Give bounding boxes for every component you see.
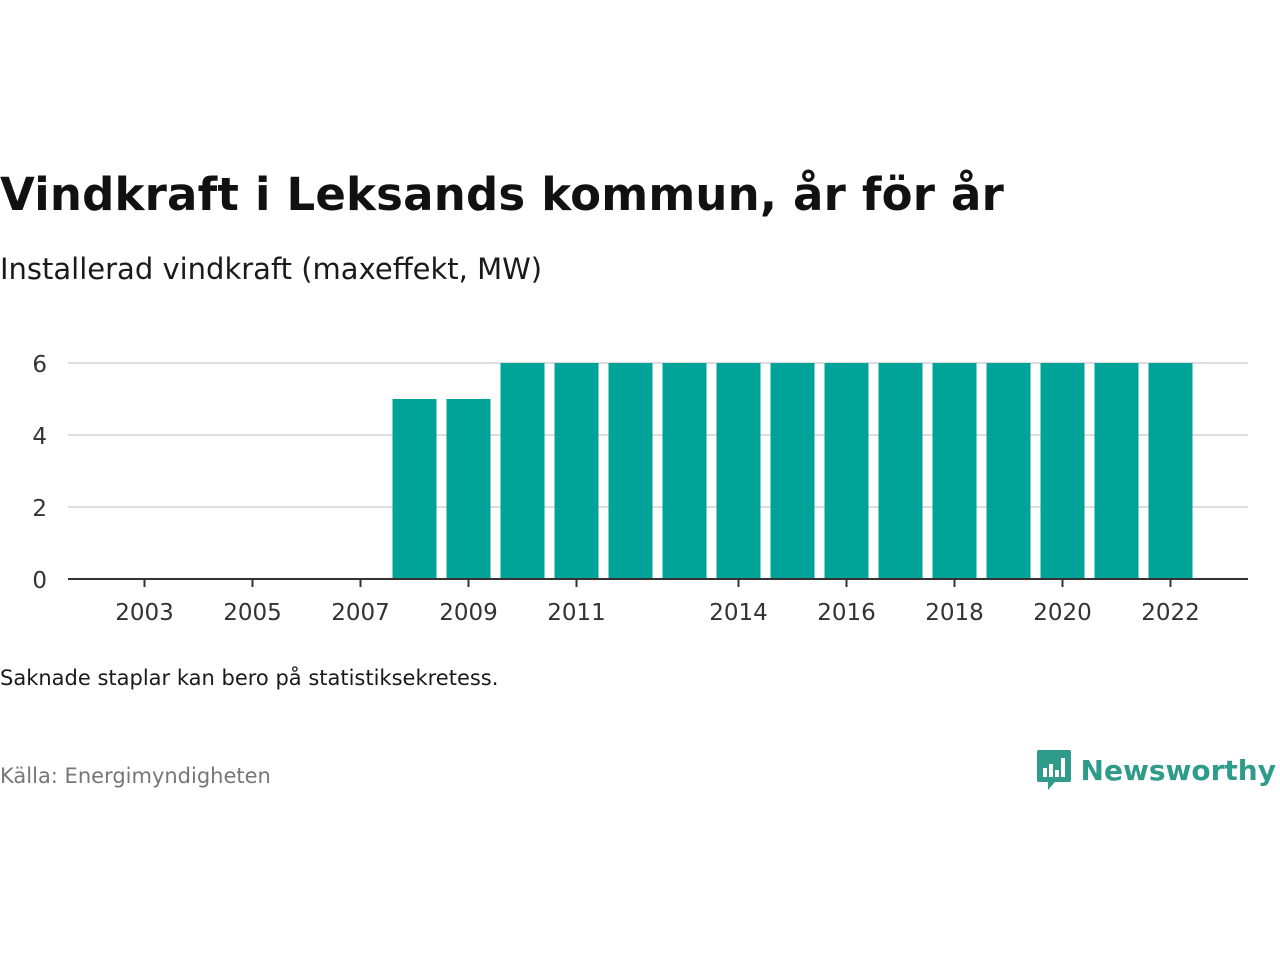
brand-logo[interactable]: Newsworthy bbox=[1035, 748, 1276, 792]
chart-subtitle: Installerad vindkraft (maxeffekt, MW) bbox=[0, 252, 543, 286]
y-tick-label-0: 0 bbox=[32, 568, 47, 594]
x-tick-label-2005: 2005 bbox=[223, 600, 282, 626]
bar-2021[interactable] bbox=[1094, 363, 1139, 579]
bar-2010[interactable] bbox=[500, 363, 545, 579]
y-tick-label-4: 4 bbox=[32, 424, 47, 450]
bar-2012[interactable] bbox=[608, 363, 653, 579]
bar-2016[interactable] bbox=[824, 363, 869, 579]
bar-chart-speech-bubble-icon bbox=[1036, 750, 1071, 790]
x-tick-label-2009: 2009 bbox=[439, 600, 498, 626]
y-tick-label-6: 6 bbox=[32, 352, 47, 378]
y-tick-label-2: 2 bbox=[32, 496, 47, 522]
axes: 0 2 4 6 2003 2005 2007 2009 2011 2014 2016 2018 2020… bbox=[32, 352, 1248, 626]
chart-title: Vindkraft i Leksands kommun, år för år bbox=[0, 168, 1004, 221]
bar-2020[interactable] bbox=[1040, 363, 1085, 579]
x-tick-label-2007: 2007 bbox=[331, 600, 390, 626]
x-tick-label-2018: 2018 bbox=[925, 600, 984, 626]
x-tick-label-2022: 2022 bbox=[1141, 600, 1200, 626]
x-tick-label-2020: 2020 bbox=[1033, 600, 1092, 626]
brand-name: Newsworthy bbox=[1080, 753, 1276, 787]
x-tick-label-2011: 2011 bbox=[547, 600, 606, 626]
bar-2011[interactable] bbox=[554, 363, 599, 579]
x-tick-label-2014: 2014 bbox=[709, 600, 768, 626]
bar-chart: 0 2 4 6 2003 2005 2007 2009 2011 2014 2016 2018 2020… bbox=[32, 352, 1248, 626]
bar-2022[interactable] bbox=[1148, 363, 1193, 579]
bar-2018[interactable] bbox=[932, 363, 977, 579]
x-tick-label-2003: 2003 bbox=[115, 600, 174, 626]
bar-2008[interactable] bbox=[392, 399, 437, 579]
bars bbox=[392, 363, 1193, 579]
x-tick-label-2016: 2016 bbox=[817, 600, 876, 626]
bar-2014[interactable] bbox=[716, 363, 761, 579]
bar-2019[interactable] bbox=[986, 363, 1031, 579]
bar-2013[interactable] bbox=[662, 363, 707, 579]
bar-2009[interactable] bbox=[446, 399, 491, 579]
bar-2017[interactable] bbox=[878, 363, 923, 579]
bar-2015[interactable] bbox=[770, 363, 815, 579]
footnote: Saknade staplar kan bero på statistiksek… bbox=[0, 666, 499, 690]
source-credit: Källa: Energimyndigheten bbox=[0, 764, 271, 788]
